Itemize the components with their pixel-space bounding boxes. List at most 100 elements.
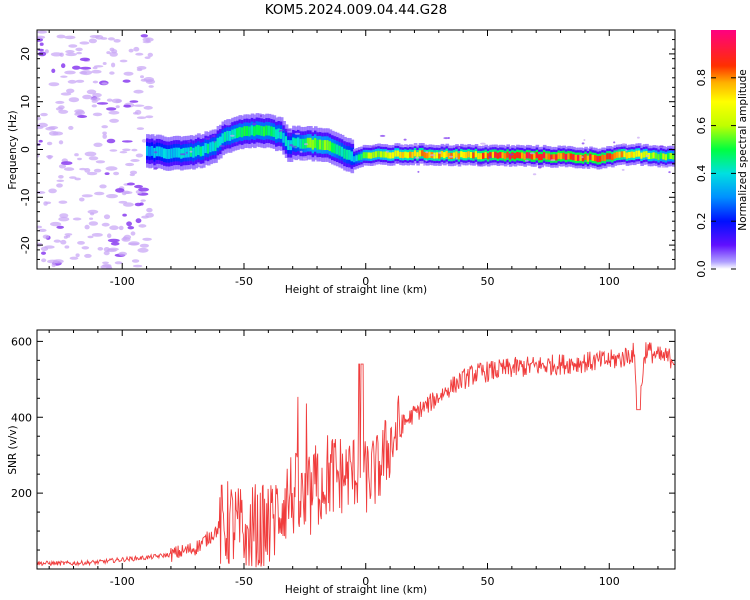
snr-xtick-label: 0 [362, 575, 369, 588]
ridge-speck [590, 148, 593, 150]
ridge-cell [559, 153, 564, 160]
ridge-cell [552, 154, 557, 161]
noise-blob [40, 112, 48, 117]
noise-blob [72, 65, 81, 70]
ridge-cell [357, 154, 362, 161]
ridge-cell [404, 151, 408, 158]
ridge-speck [185, 151, 188, 154]
noise-blob [107, 37, 115, 41]
noise-blob [81, 194, 93, 198]
noise-blob [60, 92, 72, 96]
noise-blob [96, 102, 109, 105]
noise-blob [115, 105, 120, 109]
ridge-cell [292, 137, 296, 148]
noise-blob [123, 104, 132, 108]
ridge-cell [421, 150, 425, 157]
ridge-speck [385, 150, 389, 153]
noise-blob [79, 41, 90, 45]
noise-blob [146, 207, 153, 213]
ridge-speck [625, 149, 628, 152]
ridge-speck [621, 168, 625, 171]
ridge-cell [579, 154, 583, 161]
noise-blob [101, 82, 108, 85]
ridge-cell [221, 133, 226, 144]
colorbar-tick-label: 0.8 [695, 69, 708, 87]
noise-blob [87, 209, 99, 214]
noise-blob [111, 62, 116, 68]
ridge-cell [299, 138, 303, 149]
noise-blob [67, 79, 77, 84]
noise-blob [138, 224, 147, 228]
ridge-cell [616, 151, 620, 158]
noise-blob [134, 109, 142, 115]
noise-blob [109, 225, 119, 230]
snr-ytick-label: 200 [11, 487, 32, 500]
noise-blob [92, 80, 99, 84]
noise-blob [38, 228, 47, 232]
ridge-speck [219, 145, 225, 147]
noise-blob [101, 222, 110, 227]
noise-blob [64, 70, 76, 75]
noise-blob [47, 259, 59, 264]
noise-blob [110, 241, 120, 246]
noise-blob [106, 194, 118, 199]
ridge-cell [462, 152, 467, 159]
ridge-cell [562, 152, 566, 159]
ridge-speck [153, 167, 159, 170]
snr-ylabel: SNR (v/v) [7, 425, 19, 474]
ridge-cell [306, 137, 311, 148]
ridge-speck [235, 141, 238, 144]
noise-blob [131, 148, 138, 152]
noise-blob [74, 177, 81, 181]
noise-blob [50, 52, 63, 57]
ridge-cell [433, 152, 437, 159]
ridge-speck [658, 145, 664, 148]
ridge-cell [343, 148, 347, 159]
ridge-speck [617, 146, 620, 149]
ridge-cell [540, 154, 545, 161]
ridge-cell [216, 137, 221, 148]
ridge-cell [667, 153, 671, 160]
noise-blob [51, 263, 56, 268]
noise-blob [122, 236, 127, 241]
noise-blob [106, 107, 117, 111]
ridge-cell [267, 125, 272, 136]
ridge-speck [403, 138, 407, 141]
ridge-cell [608, 153, 613, 160]
snr-frame [36, 329, 676, 570]
ridge-cell [477, 153, 481, 160]
noise-blob [140, 78, 148, 82]
noise-blob [102, 131, 107, 135]
noise-blob [86, 171, 98, 176]
noise-blob [128, 48, 134, 53]
ridge-speck [488, 156, 492, 159]
snr-panel: -100 -50 0 50 100 200 400 600 Height of straigh… [7, 329, 676, 596]
ridge-speck [412, 144, 419, 147]
ridge-cell [440, 151, 445, 158]
ridge-cell [158, 146, 162, 157]
ridge-cell [163, 148, 167, 159]
ridge-cell [287, 140, 291, 150]
spectrum-xtick-label: 50 [480, 275, 494, 288]
ridge-cell [452, 152, 457, 159]
ridge-cell [389, 152, 394, 159]
ridge-cell [211, 141, 216, 152]
noise-blob [66, 235, 71, 238]
noise-blob [106, 138, 116, 144]
spectrum-xtick-label: 0 [362, 275, 369, 288]
noise-blob [106, 51, 111, 55]
ridge-cell [657, 154, 661, 161]
ridge-speck [532, 173, 537, 176]
ridge-cell [637, 150, 642, 157]
ridge-speck [637, 136, 640, 139]
noise-blob [42, 234, 50, 239]
ridge-speck [477, 163, 483, 166]
ridge-speck [187, 140, 191, 143]
ridge-cell [172, 147, 177, 158]
ridge-cell [523, 153, 527, 160]
noise-blob [75, 253, 80, 257]
noise-blob [75, 79, 85, 83]
noise-blob [69, 176, 77, 179]
ridge-cell [521, 152, 525, 159]
snr-xtick-label: 50 [480, 575, 494, 588]
